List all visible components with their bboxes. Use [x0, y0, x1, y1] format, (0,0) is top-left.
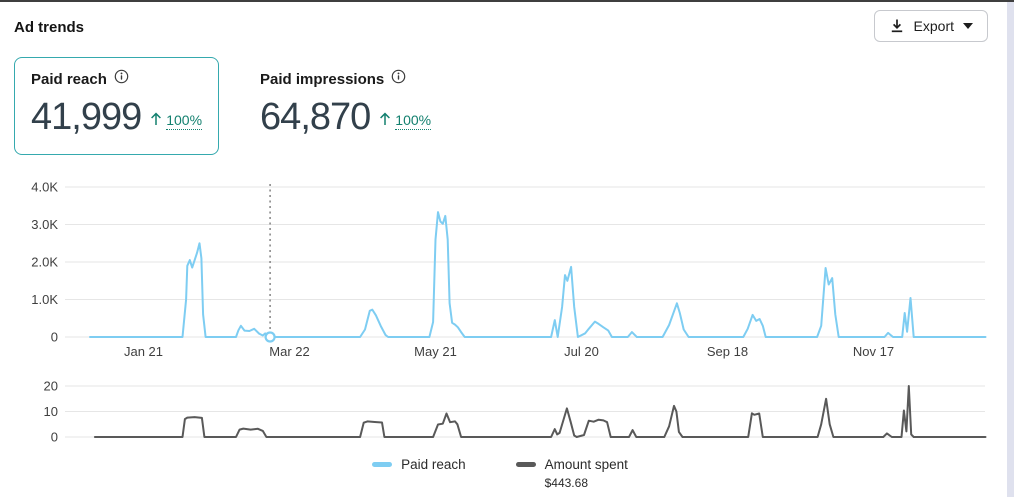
metric-value: 64,870 — [260, 96, 371, 138]
trend-up-icon — [150, 112, 162, 131]
x-axis-label: Nov 17 — [853, 344, 894, 359]
trend-percent: 100% — [395, 112, 432, 130]
y-axis-label: 4.0K — [31, 180, 58, 195]
metric-trend: 100% — [150, 112, 203, 131]
y-axis-label: 20 — [44, 379, 58, 394]
export-button[interactable]: Export — [873, 10, 988, 42]
trend-up-icon — [379, 112, 391, 131]
header: Ad trends Export — [14, 10, 988, 42]
x-axis-label: Sep 18 — [707, 344, 748, 359]
paid-reach-swatch — [372, 462, 393, 467]
legend-item-paid-reach[interactable]: Paid reach — [372, 457, 466, 490]
y-axis-label: 2.0K — [31, 255, 58, 270]
chart-legend: Paid reach Amount spent $443.68 — [0, 457, 1000, 490]
y-axis-label: 10 — [44, 404, 58, 419]
x-axis-label: Jan 21 — [124, 344, 163, 359]
y-axis-label: 0 — [51, 330, 58, 345]
metric-value: 41,999 — [31, 96, 142, 138]
amount-spent-line[interactable] — [93, 385, 987, 438]
metric-card-paid-impressions[interactable]: Paid impressions 64,870 100% — [243, 57, 448, 155]
page-title: Ad trends — [14, 19, 85, 36]
metric-label: Paid reach — [31, 70, 107, 88]
y-axis-label: 0 — [51, 430, 58, 445]
y-axis-label: 1.0K — [31, 292, 58, 307]
legend-item-amount-spent[interactable]: Amount spent $443.68 — [515, 457, 628, 490]
metric-label: Paid impressions — [260, 70, 385, 88]
paid-reach-line[interactable] — [89, 211, 987, 338]
y-axis-label: 3.0K — [31, 217, 58, 232]
selected-date-marker[interactable] — [264, 331, 276, 343]
metric-trend: 100% — [379, 112, 432, 131]
metric-cards: Paid reach 41,999 100% Paid impressions — [14, 57, 448, 155]
x-axis-label: Mar 22 — [269, 344, 309, 359]
amount-spent-total: $443.68 — [544, 476, 588, 490]
metric-card-paid-reach[interactable]: Paid reach 41,999 100% — [14, 57, 220, 155]
download-icon — [889, 18, 905, 34]
x-axis-label: May 21 — [414, 344, 457, 359]
export-label: Export — [913, 18, 954, 34]
chevron-down-icon — [963, 23, 973, 29]
top-divider — [0, 0, 1014, 2]
info-icon[interactable] — [391, 69, 406, 89]
x-axis-label: Jul 20 — [564, 344, 599, 359]
legend-label: Paid reach — [401, 457, 466, 472]
info-icon[interactable] — [114, 69, 129, 89]
trend-percent: 100% — [166, 112, 203, 130]
amount-spent-swatch — [515, 462, 536, 467]
legend-label: Amount spent — [544, 457, 628, 472]
scrollbar-track[interactable] — [1006, 2, 1014, 497]
